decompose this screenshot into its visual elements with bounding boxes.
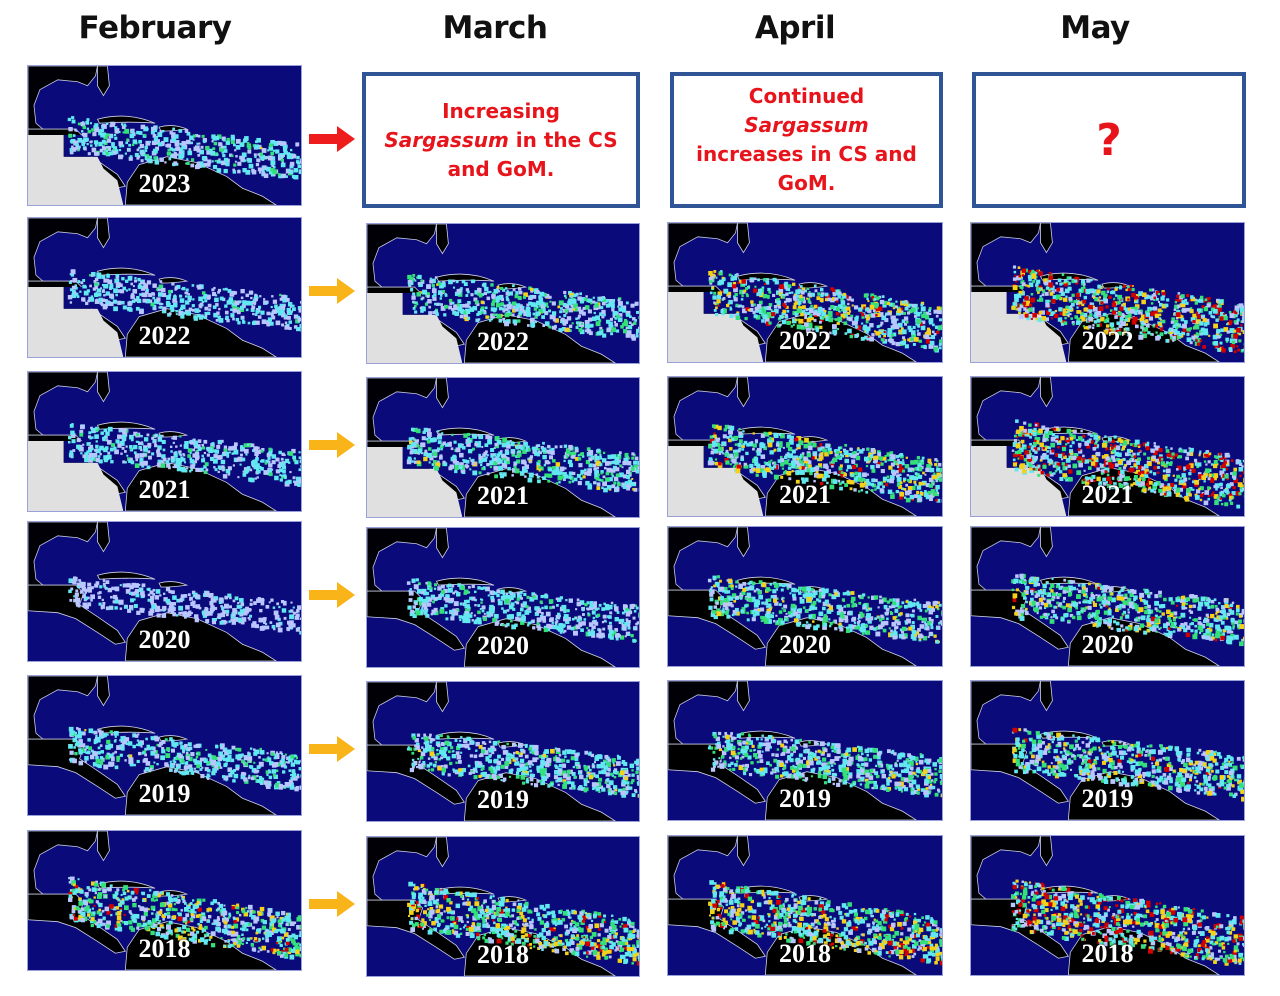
header-april: April — [754, 10, 836, 46]
note-may-question: ? — [972, 72, 1246, 208]
map-tile-february-2019: 2019 — [27, 675, 302, 816]
map-tile-april-2018: 2018 — [667, 835, 943, 976]
year-label: 2021 — [779, 480, 831, 509]
year-label: 2018 — [779, 939, 831, 968]
map-tile-march-2020: 2020 — [366, 527, 640, 668]
year-label: 2019 — [138, 779, 191, 808]
note-april: Continued Sargassum increases in CS and … — [670, 72, 943, 208]
arrow-right-icon-current-year — [309, 125, 355, 152]
map-tile-may-2021: 2021 — [970, 376, 1245, 517]
map-tile-march-2018: 2018 — [366, 836, 640, 977]
year-label: 2023 — [138, 169, 191, 198]
header-february: February — [78, 10, 232, 46]
year-label: 2018 — [477, 940, 529, 969]
map-tile-may-2020: 2020 — [970, 526, 1245, 667]
map-tile-april-2019: 2019 — [667, 680, 943, 821]
map-tile-february-2023: 2023 — [27, 65, 302, 206]
map-tile-may-2022: 2022 — [970, 222, 1245, 363]
year-label: 2022 — [138, 321, 191, 350]
arrow-right-icon — [309, 431, 355, 458]
map-tile-april-2020: 2020 — [667, 526, 943, 667]
map-tile-february-2021: 2021 — [27, 371, 302, 512]
arrow-right-icon — [309, 277, 355, 304]
arrow-right-icon — [309, 890, 355, 917]
note-march: Increasing Sargassum in the CS and GoM. — [362, 72, 640, 208]
map-tile-may-2018: 2018 — [970, 835, 1245, 976]
map-tile-february-2018: 2018 — [27, 830, 302, 971]
year-label: 2019 — [779, 784, 831, 813]
map-tile-april-2021: 2021 — [667, 376, 943, 517]
arrow-right-icon — [309, 581, 355, 608]
map-tile-march-2019: 2019 — [366, 681, 640, 822]
map-tile-march-2021: 2021 — [366, 377, 640, 518]
year-label: 2021 — [138, 475, 191, 504]
map-tile-may-2019: 2019 — [970, 680, 1245, 821]
header-may: May — [1060, 10, 1130, 46]
year-label: 2021 — [1081, 480, 1134, 509]
year-label: 2020 — [1081, 630, 1134, 659]
year-label: 2019 — [477, 785, 529, 814]
year-label: 2020 — [779, 630, 831, 659]
year-label: 2022 — [779, 326, 831, 355]
arrow-right-icon — [309, 735, 355, 762]
map-tile-february-2022: 2022 — [27, 217, 302, 358]
map-tile-april-2022: 2022 — [667, 222, 943, 363]
year-label: 2018 — [1081, 939, 1134, 968]
year-label: 2022 — [477, 327, 529, 356]
map-tile-february-2020: 2020 — [27, 521, 302, 662]
year-label: 2018 — [138, 934, 191, 963]
header-march: March — [442, 10, 548, 46]
year-label: 2020 — [477, 631, 529, 660]
map-tile-march-2022: 2022 — [366, 223, 640, 364]
year-label: 2021 — [477, 481, 529, 510]
year-label: 2020 — [138, 625, 191, 654]
year-label: 2019 — [1081, 784, 1134, 813]
year-label: 2022 — [1081, 326, 1134, 355]
